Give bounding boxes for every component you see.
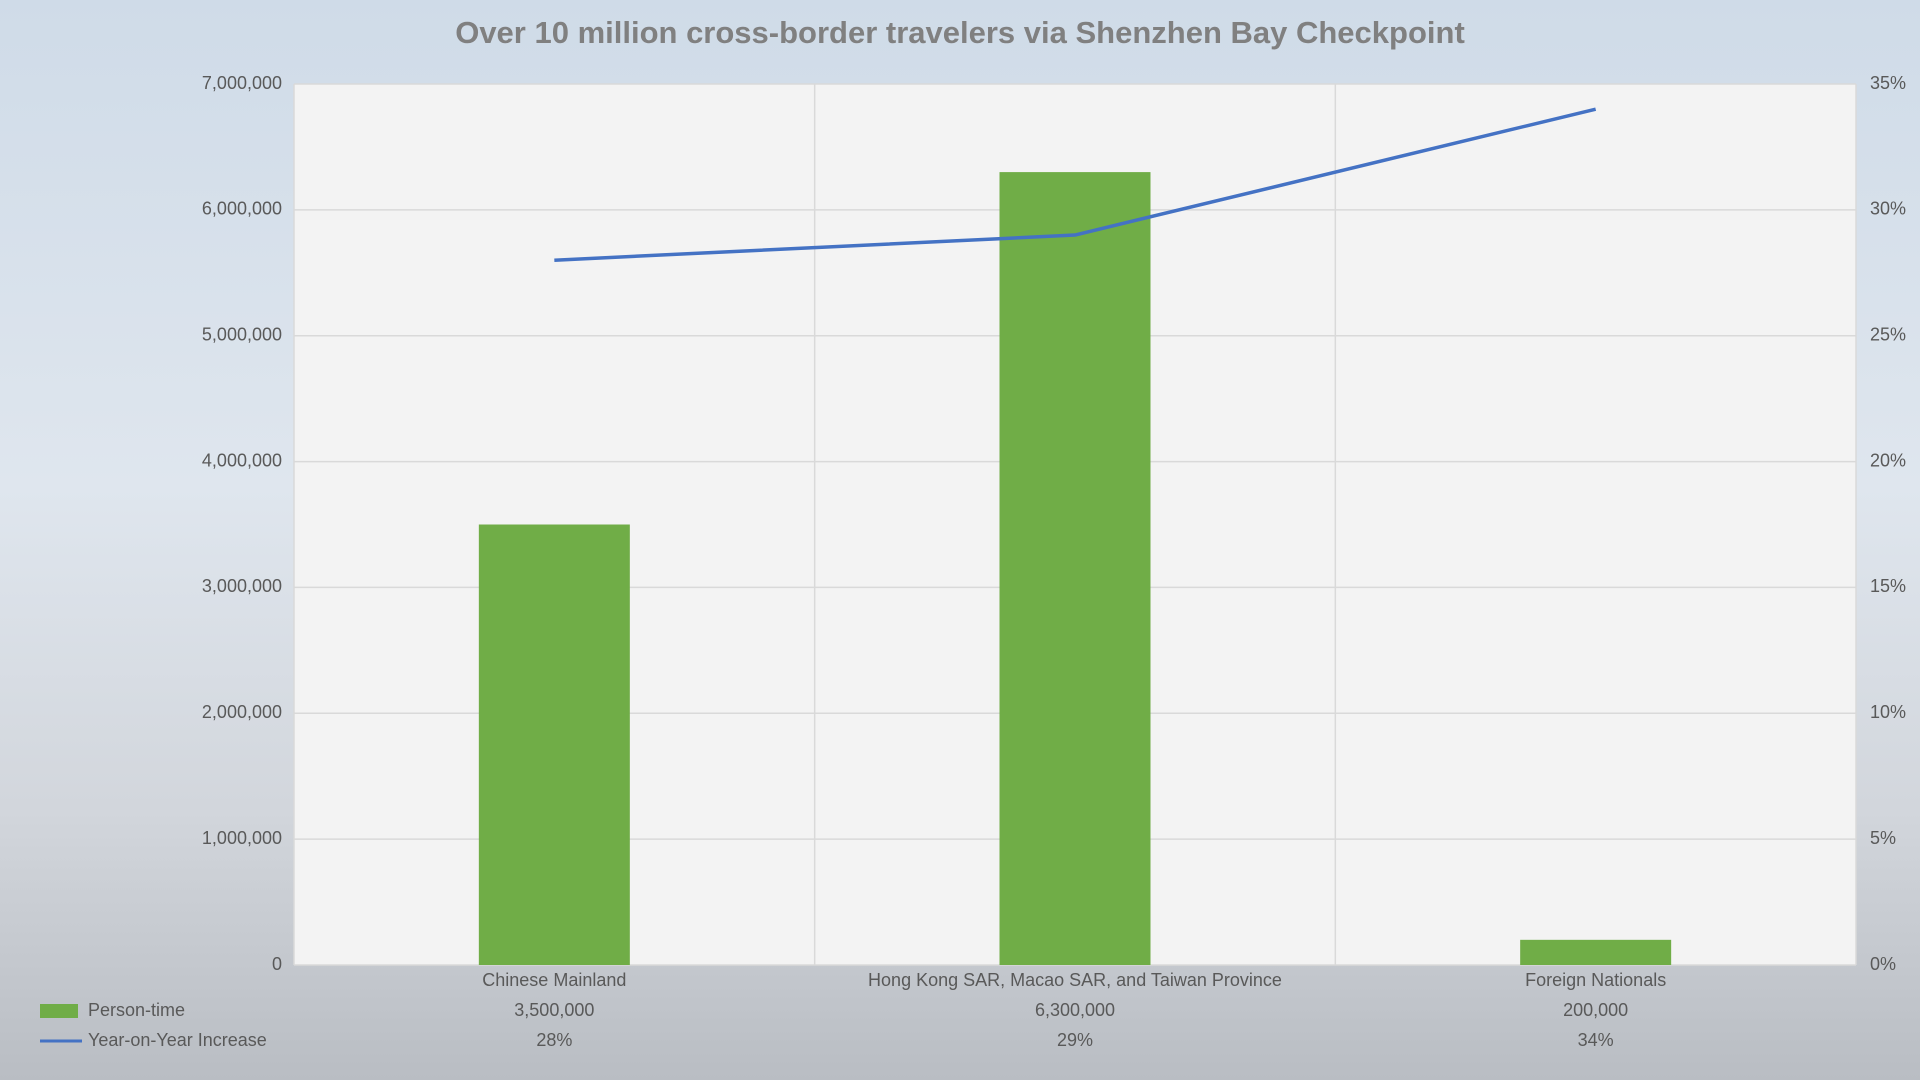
y-tick-label: 1,000,000: [202, 828, 282, 848]
y-tick-label: 25%: [1870, 324, 1906, 344]
data-table-value: 29%: [1057, 1030, 1093, 1050]
legend-label: Person-time: [88, 1000, 185, 1020]
x-tick-label: Foreign Nationals: [1525, 970, 1666, 990]
y-tick-label: 2,000,000: [202, 702, 282, 722]
y-tick-label: 5%: [1870, 828, 1896, 848]
bar: [999, 172, 1151, 966]
data-table-value: 3,500,000: [514, 1000, 594, 1020]
y-tick-label: 0: [272, 954, 282, 974]
bar: [1520, 939, 1672, 965]
y-tick-label: 5,000,000: [202, 324, 282, 344]
y-tick-label: 6,000,000: [202, 199, 282, 219]
y-tick-label: 7,000,000: [202, 73, 282, 93]
y-tick-label: 3,000,000: [202, 576, 282, 596]
y-tick-label: 10%: [1870, 702, 1906, 722]
data-table-value: 34%: [1578, 1030, 1614, 1050]
y-tick-label: 15%: [1870, 576, 1906, 596]
line: [554, 107, 1597, 262]
y-tick-label: 35%: [1870, 73, 1906, 93]
bar: [478, 524, 630, 965]
x-tick-label: Hong Kong SAR, Macao SAR, and Taiwan Pro…: [868, 970, 1282, 990]
data-table-value: 6,300,000: [1035, 1000, 1115, 1020]
y-tick-label: 30%: [1870, 199, 1906, 219]
y-tick-label: 4,000,000: [202, 450, 282, 470]
legend-swatch: [40, 1004, 78, 1018]
data-table-value: 28%: [536, 1030, 572, 1050]
data-table-value: 200,000: [1563, 1000, 1628, 1020]
y-tick-label: 0%: [1870, 954, 1896, 974]
chart-title: Over 10 million cross-border travelers v…: [455, 15, 1465, 50]
y-tick-label: 20%: [1870, 450, 1906, 470]
x-tick-label: Chinese Mainland: [482, 970, 626, 990]
legend-label: Year-on-Year Increase: [88, 1030, 267, 1050]
